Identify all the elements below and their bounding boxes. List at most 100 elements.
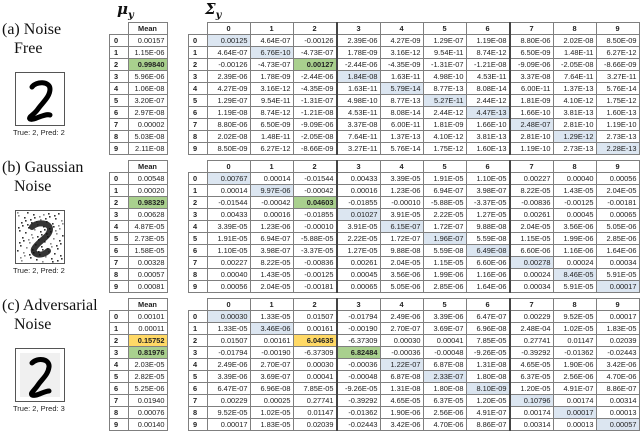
- covariance-cell: 8.22E-05: [508, 184, 554, 197]
- covariance-cell: 6.96E-08: [465, 322, 510, 335]
- mean-row: 2 0.98329: [109, 196, 168, 209]
- row-label: 9: [109, 142, 129, 155]
- covariance-cell: 1.33E-05: [206, 322, 251, 335]
- column-header: 5: [422, 160, 467, 173]
- covariance-cell: 0.00314: [508, 418, 554, 431]
- mean-row: 0 0.00101: [109, 310, 168, 323]
- column-header: 1: [249, 22, 294, 35]
- covariance-cell: 3.56E-06: [379, 268, 424, 281]
- covariance-cell: -0.01855: [335, 196, 381, 209]
- covariance-cell: 0.27741: [508, 334, 554, 347]
- covariance-cell: -0.00036: [335, 358, 381, 371]
- covariance-cell: 1.81E-09: [508, 94, 554, 107]
- row-label: 7: [109, 118, 129, 131]
- covariance-cell: -0.00126: [292, 34, 337, 47]
- covariance-cell: 8.77E-13: [379, 94, 424, 107]
- covariance-cell: -0.01362: [335, 406, 381, 419]
- covariance-cell: 4.98E-10: [335, 94, 381, 107]
- covariance-cell: 2.04E-05: [249, 280, 294, 293]
- column-header: 3: [335, 22, 381, 35]
- mean-row: 5 2.73E-05: [109, 232, 168, 245]
- covariance-row: 7 0.00227 8.22E-05 -0.00836 0.00261 2.04E-05 1…: [188, 256, 640, 269]
- covariance-cell: -2.05E-08: [292, 130, 337, 143]
- section-label: (c) Adversarial Noise: [2, 296, 98, 334]
- covariance-cell: 0.00034: [595, 256, 640, 269]
- covariance-cell: 6.00E-11: [508, 82, 554, 95]
- mean-table: Mean 0 0.00548 1 0.00020 2 0.98329 3 0.00628 4 4.8…: [109, 160, 168, 293]
- covariance-cell: 0.02039: [292, 418, 337, 431]
- covariance-cell: 1.72E-07: [379, 232, 424, 245]
- covariance-cell: -9.09E-06: [508, 58, 554, 71]
- covariance-row: 1 0.00014 9.97E-06 -0.00042 0.00016 1.23E-06 6…: [188, 184, 640, 197]
- mean-value-cell: 2.03E-05: [127, 358, 168, 371]
- mean-value-cell: 1.15E-06: [127, 46, 168, 59]
- row-label: 0: [188, 34, 208, 47]
- covariance-cell: -0.00048: [422, 346, 467, 359]
- mean-value-cell: 0.99840: [127, 58, 168, 71]
- covariance-cell: 2.49E-06: [379, 310, 424, 323]
- row-label: 7: [188, 256, 208, 269]
- covariance-cell: -0.00048: [335, 370, 381, 383]
- covariance-cell: 1.19E-10: [508, 142, 554, 155]
- covariance-cell: 0.27741: [292, 394, 337, 407]
- covariance-cell: -0.01544: [292, 172, 337, 185]
- covariance-cell: 3.27E-11: [595, 70, 640, 83]
- covariance-cell: 0.00127: [292, 58, 337, 71]
- covariance-cell: 0.01507: [206, 334, 251, 347]
- covariance-cell: 0.00229: [206, 394, 251, 407]
- row-label: 1: [109, 322, 129, 335]
- row-label: 8: [109, 130, 129, 143]
- row-label: 4: [109, 220, 129, 233]
- covariance-cell: 1.83E-05: [595, 322, 640, 335]
- covariance-cell: 0.00040: [552, 172, 597, 185]
- covariance-cell: -0.02443: [595, 346, 640, 359]
- covariance-cell: 0.00017: [206, 418, 251, 431]
- covariance-row: 7 0.00229 0.00025 0.27741 -0.39292 4.65E-05 6.…: [188, 394, 640, 407]
- mean-value-cell: 5.03E-08: [127, 130, 168, 143]
- covariance-row: 3 -0.01794 -0.00190 -6.37309 6.82484 -0.00036…: [188, 346, 640, 359]
- section-label: (a) Noise Free: [2, 20, 61, 58]
- covariance-cell: 3.27E-11: [335, 142, 381, 155]
- covariance-cell: 0.01147: [292, 406, 337, 419]
- mean-value-cell: 0.00081: [127, 280, 168, 293]
- covariance-row: 5 3.39E-06 3.69E-07 0.00041 -0.00048 6.87E-08…: [188, 370, 640, 383]
- section-label-line1: (c) Adversarial: [2, 297, 98, 314]
- covariance-cell: 2.56E-06: [422, 406, 467, 419]
- covariance-cell: -4.35E-09: [292, 82, 337, 95]
- row-label: 7: [109, 394, 129, 407]
- covariance-cell: 6.60E-06: [465, 256, 510, 269]
- covariance-cell: -1.31E-07: [292, 94, 337, 107]
- corner-cell: [188, 22, 208, 35]
- row-label: 0: [188, 310, 208, 323]
- covariance-cell: 0.00040: [206, 268, 251, 281]
- section-label-line2: Noise: [14, 316, 52, 333]
- mean-row: 1 0.00020: [109, 184, 168, 197]
- row-label: 9: [109, 280, 129, 293]
- column-header: 6: [465, 298, 510, 311]
- covariance-cell: 3.39E-06: [206, 370, 251, 383]
- covariance-cell: 9.97E-06: [249, 184, 294, 197]
- mu-symbol: μ: [117, 0, 128, 18]
- mean-value-cell: 0.00057: [127, 268, 168, 281]
- covariance-cell: 0.00013: [552, 418, 597, 431]
- covariance-cell: 0.00056: [595, 172, 640, 185]
- covariance-cell: 0.00767: [206, 172, 251, 185]
- covariance-cell: 2.44E-12: [465, 94, 510, 107]
- covariance-cell: 1.99E-06: [422, 268, 467, 281]
- covariance-cell: 1.48E-11: [249, 130, 294, 143]
- covariance-cell: 0.01507: [292, 310, 337, 323]
- covariance-cell: -1.31E-07: [422, 58, 467, 71]
- column-header: 4: [379, 298, 424, 311]
- covariance-cell: 3.46E-06: [249, 322, 294, 335]
- covariance-cell: 9.52E-05: [552, 310, 597, 323]
- covariance-cell: 0.00014: [249, 172, 294, 185]
- column-header: 6: [465, 22, 510, 35]
- covariance-cell: 0.00024: [508, 268, 554, 281]
- covariance-cell: 1.23E-06: [249, 220, 294, 233]
- covariance-cell: 1.15E-05: [422, 256, 467, 269]
- row-label: 4: [188, 220, 208, 233]
- covariance-cell: 1.16E-06: [552, 244, 597, 257]
- mean-row: 3 5.96E-06: [109, 70, 168, 83]
- covariance-cell: 6.87E-08: [379, 370, 424, 383]
- covariance-cell: 0.00174: [508, 406, 554, 419]
